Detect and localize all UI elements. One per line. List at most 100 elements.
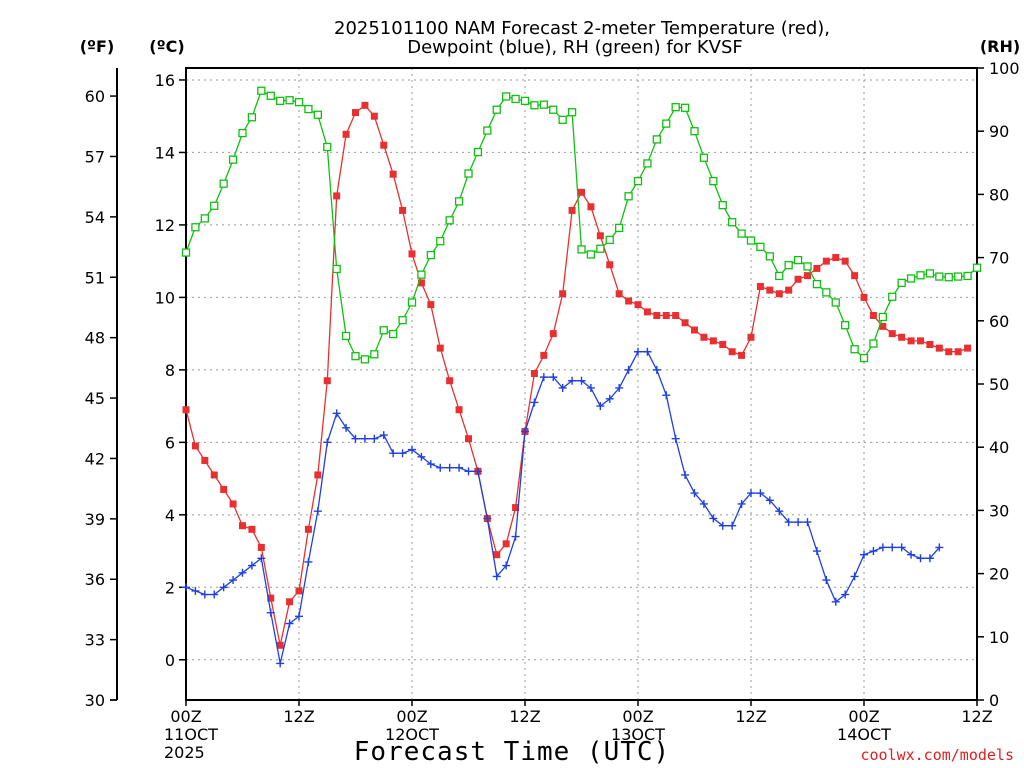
temperature-point (813, 264, 821, 272)
rh-point (869, 339, 878, 348)
dewpoint-point (473, 467, 482, 476)
fahrenheit-tick-label: 36 (85, 570, 105, 589)
celsius-tick-label: 12 (155, 216, 175, 235)
rh-point (417, 270, 426, 279)
rh-point (294, 97, 304, 107)
temperature-point (559, 290, 567, 298)
dewpoint-point (483, 514, 492, 523)
time-tick-label: 12Z (283, 707, 314, 726)
dewpoint-point (445, 463, 454, 472)
rh-point (954, 272, 963, 281)
temperature-point (775, 290, 783, 298)
rh-point (454, 197, 464, 206)
rh-point (520, 96, 530, 106)
temperature-point (691, 326, 698, 334)
rh-point (775, 271, 784, 281)
temperature-point (333, 192, 341, 200)
temperature-point (530, 369, 538, 377)
rh-tick-label: 90 (989, 122, 1009, 141)
dewpoint-point (586, 383, 595, 392)
rh-tick-label: 70 (989, 249, 1009, 268)
temperature-point (389, 170, 397, 178)
temperature-point (804, 272, 811, 280)
temperature-point (945, 348, 953, 356)
temperature-point (625, 297, 633, 305)
temperature-point (295, 587, 303, 595)
rh-point (963, 271, 972, 281)
dewpoint-point (398, 449, 407, 458)
celsius-tick-label: 6 (165, 433, 175, 452)
rh-point (793, 255, 803, 265)
fahrenheit-tick-label: 51 (85, 268, 105, 287)
dewpoint-point (935, 543, 944, 552)
rh-point (812, 279, 822, 289)
temperature-point (352, 109, 359, 117)
temperature-point (756, 283, 764, 291)
dewpoint-point (360, 434, 369, 443)
rh-point (925, 269, 935, 278)
temperature-point (907, 337, 915, 345)
dewpoint-point (615, 383, 624, 392)
temperature-point (841, 257, 849, 265)
celsius-tick-label: 14 (155, 143, 175, 162)
rh-point (624, 192, 633, 201)
temperature-point (248, 525, 256, 533)
dewpoint-point (558, 383, 567, 392)
rh-point (728, 218, 737, 227)
rh-tick-label: 10 (989, 628, 1009, 647)
temperature-point (568, 206, 576, 214)
rh-point (436, 237, 445, 246)
temperature-point (436, 344, 444, 352)
dewpoint-point (379, 431, 388, 440)
fahrenheit-tick-label: 33 (85, 631, 105, 650)
rh-point (530, 101, 539, 110)
rh-point (567, 108, 577, 117)
dewpoint-point (257, 554, 266, 563)
temperature-point (738, 351, 746, 359)
rh-point (341, 331, 351, 341)
temperature-point (399, 206, 407, 214)
dewpoint-point (860, 550, 868, 559)
rh-point (709, 176, 718, 186)
temperature-point (643, 308, 651, 316)
time-tick-label: 12Z (509, 707, 540, 726)
dewpoint-point (351, 434, 360, 443)
dewpoint-point (408, 445, 416, 454)
rh-point (351, 352, 360, 361)
temperature-point (267, 594, 275, 602)
rh-point (464, 169, 473, 178)
dewpoint-point (652, 365, 661, 374)
temperature-point (361, 101, 369, 109)
rh-point (935, 272, 944, 281)
rh-point (549, 105, 558, 114)
temperature-point (380, 141, 388, 149)
dewpoint-point (803, 518, 812, 527)
temperature-point (615, 290, 623, 298)
rh-point (690, 127, 699, 136)
dewpoint-point (624, 365, 633, 374)
temperature-point (427, 301, 435, 309)
temperature-point (964, 344, 972, 352)
rh-point (511, 94, 520, 104)
temperature-point (653, 312, 661, 320)
rh-point (360, 355, 370, 364)
temperature-point (700, 333, 708, 341)
dewpoint-point (521, 427, 529, 436)
rh-point (313, 110, 322, 119)
temperature-point (869, 312, 877, 320)
dewpoint-point (671, 434, 680, 443)
time-tick-label: 13OCT (611, 725, 665, 744)
dewpoint-point (276, 659, 285, 668)
dewpoint-point (850, 572, 859, 581)
rh-point (916, 271, 925, 280)
dewpoint-point (502, 561, 511, 570)
temperature-point (257, 543, 265, 551)
dewpoint-point (888, 543, 897, 552)
rh-point (445, 216, 454, 225)
temperature-point (220, 485, 228, 493)
temperature-point (578, 188, 585, 196)
dewpoint-point (634, 347, 642, 356)
rh-point (737, 229, 746, 238)
rh-point (407, 298, 417, 307)
chart-subtitle: Dewpoint (blue), RH (green) for KVSF (407, 37, 743, 58)
